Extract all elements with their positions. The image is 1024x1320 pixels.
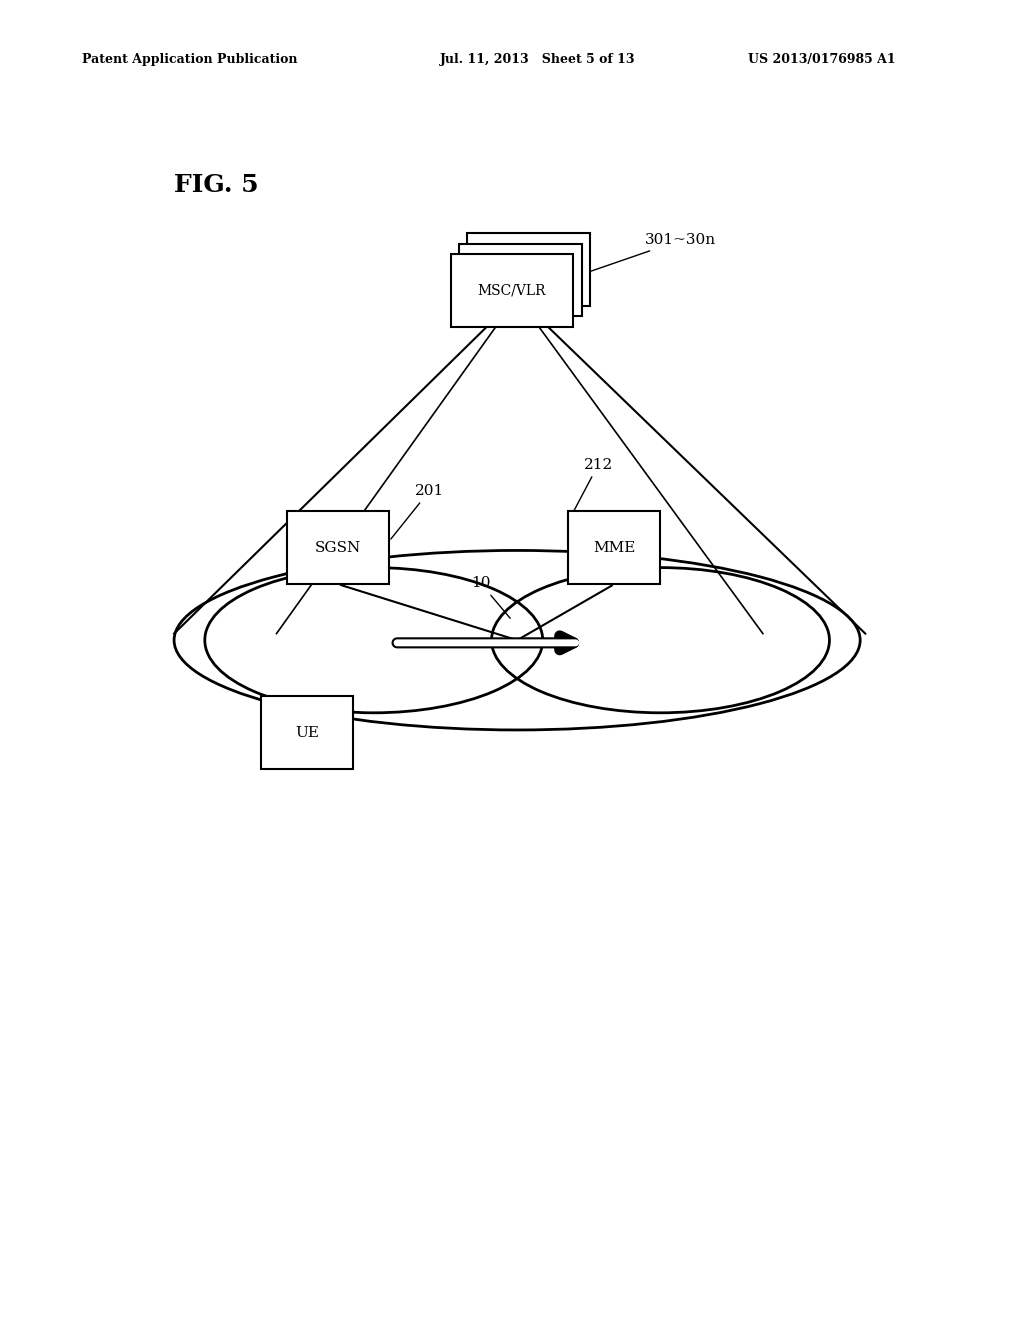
Text: FIG. 5: FIG. 5 [174,173,259,197]
Text: 10: 10 [471,577,510,618]
FancyBboxPatch shape [459,243,582,315]
Text: MSC/VLR: MSC/VLR [478,284,546,297]
Text: UE: UE [295,726,319,739]
Text: MME: MME [593,541,636,554]
Text: 212: 212 [569,458,613,519]
Text: SGSN: SGSN [314,541,361,554]
FancyBboxPatch shape [451,253,573,326]
Text: Jul. 11, 2013   Sheet 5 of 13: Jul. 11, 2013 Sheet 5 of 13 [440,53,636,66]
FancyBboxPatch shape [467,232,590,305]
FancyBboxPatch shape [261,697,353,768]
FancyBboxPatch shape [287,511,389,583]
FancyBboxPatch shape [568,511,660,583]
Text: Patent Application Publication: Patent Application Publication [82,53,297,66]
Text: 201: 201 [391,484,444,539]
Text: US 2013/0176985 A1: US 2013/0176985 A1 [748,53,895,66]
Text: 301~30n: 301~30n [577,234,716,276]
